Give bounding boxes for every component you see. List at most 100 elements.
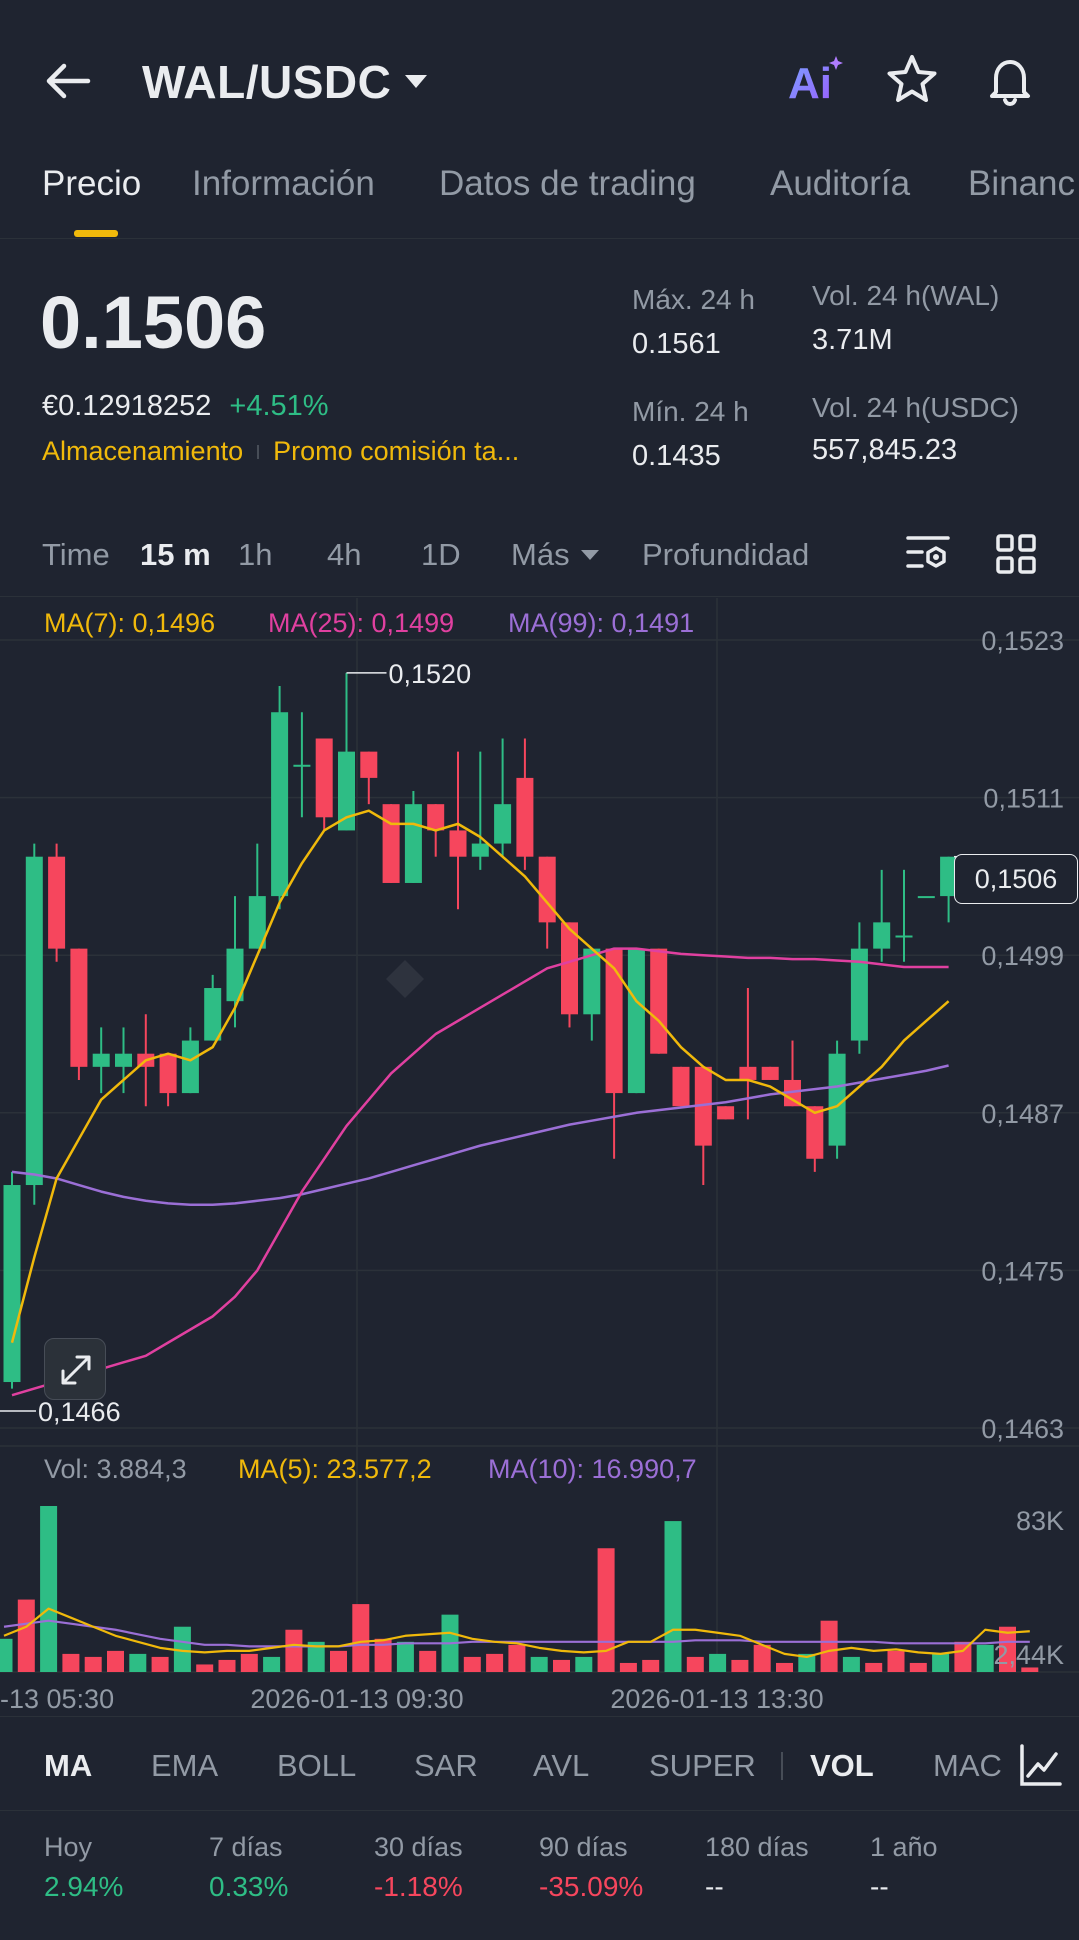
volume-bar [330,1650,347,1672]
candle-body [48,856,66,949]
ai-icon: Ai [788,56,843,108]
indicator-macd[interactable]: MAC [933,1748,1002,1783]
volume-bar [530,1656,548,1672]
candle-body [895,935,913,938]
layout-grid-button[interactable] [994,532,1038,576]
tab-datos-trading[interactable]: Datos de trading [439,164,696,203]
volume-bar [463,1656,481,1672]
price-tick-label: 0,1523 [981,626,1064,656]
tag-promo[interactable]: Promo comisión ta... [273,436,520,466]
volume-bar [553,1659,570,1672]
tf-depth[interactable]: Profundidad [642,537,810,572]
pair-title: WAL/USDC [142,56,392,108]
perf-1y-label: 1 año [870,1832,938,1862]
volume-bar [932,1653,950,1672]
tf-1d[interactable]: 1D [421,537,461,572]
candle-body [494,804,512,844]
volume-bar [865,1662,883,1672]
candle-body [583,948,601,1015]
price-change: +4.51% [229,390,329,422]
candle-body [449,830,467,857]
indicator-super[interactable]: SUPER [649,1748,756,1783]
candle-body [293,764,311,767]
tf-1h[interactable]: 1h [238,537,273,572]
tf-more[interactable]: Más [511,537,600,573]
indicator-ema[interactable]: EMA [151,1748,219,1783]
min-marker-label: 0,1466 [38,1397,121,1427]
volume-bar [151,1656,169,1672]
tab-binance[interactable]: Binanc [968,164,1076,203]
grid-icon [996,534,1036,574]
price-tick-label: 0,1463 [981,1414,1064,1444]
caret-down-icon [405,75,428,88]
low-24h-value: 0.1435 [632,440,721,472]
pair-selector[interactable]: WAL/USDC [142,52,429,112]
tab-auditoria[interactable]: Auditoría [770,164,911,203]
favorite-button[interactable] [884,52,940,108]
indicator-vol[interactable]: VOL [810,1748,874,1783]
candle-body [404,804,422,883]
candle-body [516,777,534,857]
ma25-legend: MA(25): 0,1499 [268,608,455,638]
perf-30d-label: 30 días [374,1832,463,1862]
indicator-settings-button[interactable] [1006,1736,1068,1796]
perf-1y-value: -- [870,1871,889,1902]
candle-body [248,896,266,949]
tab-precio[interactable]: Precio [42,164,142,203]
candle-body [940,856,958,897]
chart-settings-icon [906,536,950,568]
price-chart[interactable]: 0,1523 0,1511 0,1499 0,1487 0,1475 0,1463 83K… [0,0,1079,1720]
vol-ma10-line [3,1619,1030,1648]
indicator-avl[interactable]: AVL [533,1748,590,1783]
volume-bar [396,1641,414,1672]
volume-bar [0,1638,13,1672]
candle-body [650,948,668,1054]
volume-bar [285,1629,303,1672]
ma7-line [10,809,950,1343]
volume-bar [17,1599,35,1672]
indicator-ma[interactable]: MA [44,1748,93,1783]
volume-bar [709,1653,727,1672]
tf-more-label: Más [511,537,570,572]
back-button[interactable] [40,56,96,106]
volume-bar [619,1662,637,1672]
volume-axis: 83K 2,44K [993,1506,1064,1670]
perf-today-label: Hoy [44,1832,93,1862]
tf-15m[interactable]: 15 m [140,537,211,572]
candle-body [761,1066,779,1080]
status-bar [0,0,1079,8]
volume-bar [129,1653,147,1672]
volume-bar [753,1644,771,1672]
current-price-tag-value: 0,1506 [974,863,1058,894]
indicator-boll[interactable]: BOLL [277,1748,357,1783]
vol-ma5-line [3,1607,1030,1659]
volume-bar [909,1662,927,1672]
perf-1y: 1 año -- [870,1832,938,1903]
tag-separator [257,444,260,459]
tab-informacion[interactable]: Información [192,164,375,203]
bell-icon [990,60,1030,107]
high-24h-label: Máx. 24 h [632,284,755,315]
current-price-tag: 0,1506 [954,854,1078,904]
price-axis: 0,1523 0,1511 0,1499 0,1487 0,1475 0,1463 [981,626,1064,1444]
candle-body [784,1079,801,1107]
max-marker-label: 0,1520 [389,659,472,689]
perf-7d-label: 7 días [209,1832,283,1862]
candle-body [115,1053,132,1067]
indicator-sar[interactable]: SAR [414,1748,478,1783]
candle-body [806,1106,824,1159]
alert-button[interactable] [982,52,1038,108]
ai-button[interactable]: Ai [786,52,846,108]
tag-storage[interactable]: Almacenamiento [42,436,244,466]
time-tick-label: -13 05:30 [0,1684,114,1714]
perf-today-value: 2.94% [44,1871,124,1902]
volume-bar [731,1659,749,1672]
volume-bar [173,1626,191,1672]
volume-bar [62,1653,80,1672]
tf-time[interactable]: Time [42,537,110,572]
volume-tick-label: 2,44K [993,1640,1064,1670]
chart-settings-button[interactable] [904,532,952,578]
last-price: 0.1506 [40,281,267,364]
fullscreen-button[interactable] [44,1338,106,1400]
tf-4h[interactable]: 4h [327,537,362,572]
